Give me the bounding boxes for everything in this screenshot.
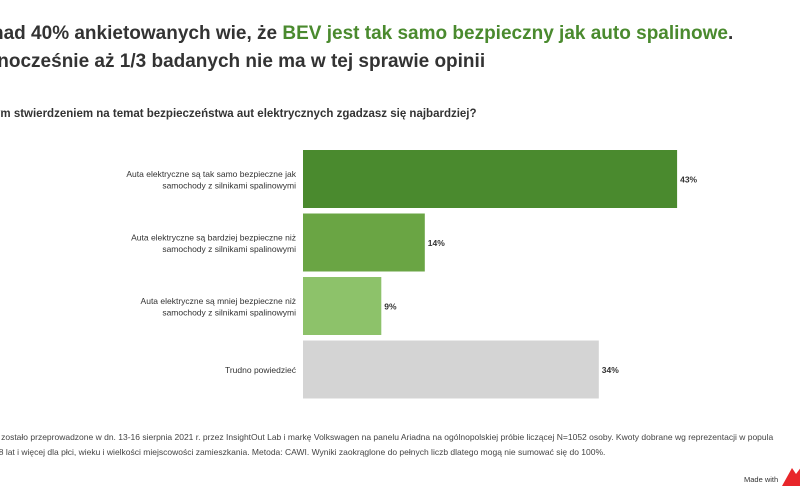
category-label-1: Auta elektryczne są tak samo bezpieczne … xyxy=(126,169,296,191)
category-label-3: Auta elektryczne są mniej bezpieczne niż… xyxy=(141,296,297,318)
headline: nad 40% ankietowanych wie, że BEV jest t… xyxy=(0,20,800,76)
value-label-4: 34% xyxy=(602,365,619,375)
category-label-2: Auta elektryczne są bardziej bezpieczne … xyxy=(131,232,296,254)
value-label-1: 43% xyxy=(680,175,697,185)
red-arrow-logo-icon xyxy=(782,468,800,486)
bar-1 xyxy=(303,150,678,208)
headline-suffix: . xyxy=(727,23,734,44)
made-with-label: Made with xyxy=(744,475,779,484)
category-label-4: Trudno powiedzieć xyxy=(225,365,297,375)
value-label-2: 14% xyxy=(428,238,445,248)
bar-4 xyxy=(303,340,599,399)
headline-line-2: lnocześnie aż 1/3 badanych nie ma w tej … xyxy=(0,51,486,72)
bar-3 xyxy=(303,277,382,335)
headline-prefix: nad 40% ankietowanych wie, że xyxy=(0,23,283,44)
headline-highlight: BEV jest tak samo bezpieczny jak auto sp… xyxy=(282,23,728,44)
footnote-line-2: 18 lat i więcej dla płci, wieku i wielko… xyxy=(0,447,606,457)
footnote-line-1: e zostało przeprowadzone w dn. 13-16 sie… xyxy=(0,432,774,442)
value-label-3: 9% xyxy=(384,302,397,312)
headline-line-1: nad 40% ankietowanych wie, że BEV jest t… xyxy=(0,20,800,48)
bar-2 xyxy=(303,213,425,272)
footnote: e zostało przeprowadzone w dn. 13-16 sie… xyxy=(0,430,800,460)
bar-chart: 43% Auta elektryczne są tak samo bezpiecz… xyxy=(126,150,698,399)
survey-question: ym stwierdzeniem na temat bezpieczeństwa… xyxy=(0,108,477,120)
